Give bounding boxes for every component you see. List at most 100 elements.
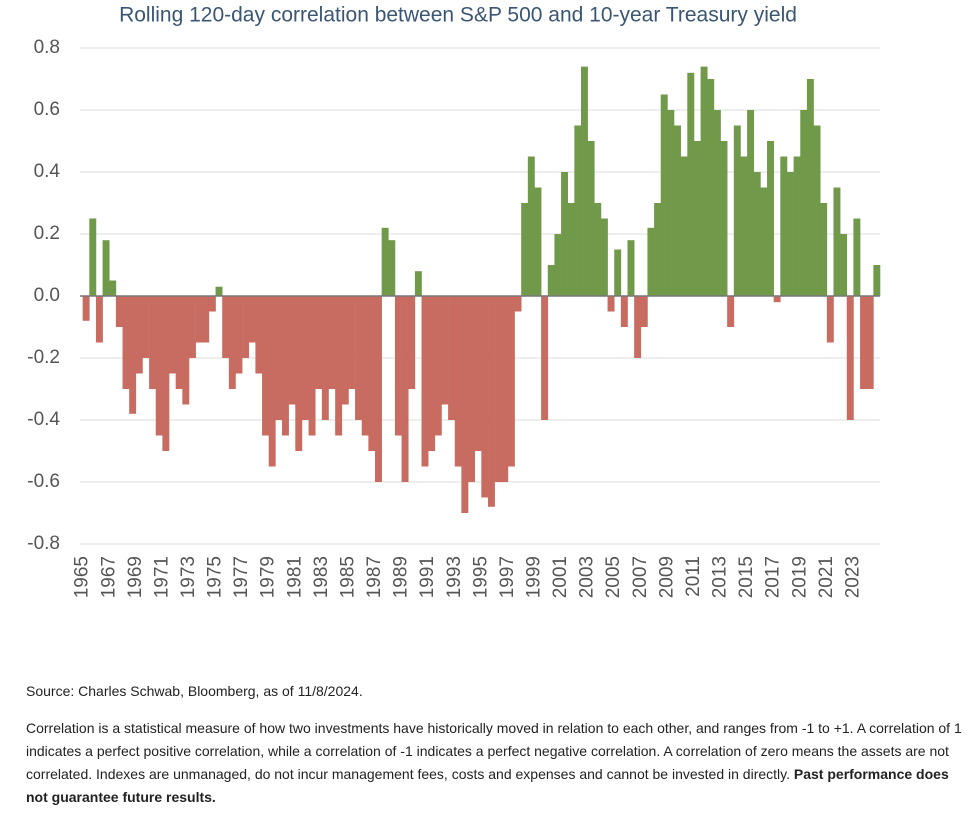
bar	[162, 296, 170, 451]
bar	[860, 296, 868, 389]
bar	[627, 240, 635, 296]
bar	[82, 296, 90, 321]
x-tick-label: 1979	[258, 556, 279, 598]
bar	[301, 296, 309, 420]
bar	[780, 156, 788, 296]
x-tick-label: 1975	[205, 556, 226, 598]
x-tick-label: 1989	[391, 556, 412, 598]
bar	[481, 296, 489, 498]
bar	[321, 296, 329, 420]
bar	[840, 234, 848, 296]
bar	[235, 296, 243, 374]
bar	[587, 141, 595, 296]
bar	[315, 296, 323, 389]
bar	[341, 296, 349, 405]
bar	[727, 296, 735, 327]
bar	[228, 296, 236, 389]
x-tick-label: 2005	[603, 556, 624, 598]
bar	[620, 296, 628, 327]
bar	[574, 125, 582, 296]
bar	[355, 296, 363, 420]
bar	[733, 125, 741, 296]
bar	[268, 296, 276, 467]
bar	[434, 296, 442, 436]
bar	[421, 296, 429, 467]
x-tick-label: 2013	[710, 556, 731, 598]
x-tick-label: 1981	[284, 556, 305, 598]
bar	[95, 296, 103, 343]
bar	[295, 296, 303, 451]
bar	[328, 296, 336, 389]
notes: Source: Charles Schwab, Bloomberg, as of…	[26, 680, 966, 823]
bar	[607, 296, 615, 312]
y-tick-label: 0.2	[34, 223, 60, 244]
bar	[275, 296, 283, 420]
bar	[169, 296, 176, 374]
chart: Rolling 120-day correlation between S&P …	[27, 4, 881, 598]
bar	[813, 125, 821, 296]
bar	[182, 296, 190, 405]
bar	[394, 296, 402, 436]
x-tick-label: 2019	[789, 556, 810, 598]
bar	[388, 240, 396, 296]
bar	[800, 110, 808, 296]
bar	[853, 218, 861, 296]
y-tick-label: -0.6	[27, 471, 60, 492]
bar	[195, 296, 203, 343]
description-paragraph: Correlation is a statistical measure of …	[26, 717, 966, 809]
bar	[248, 296, 256, 343]
y-tick-label: 0.6	[34, 99, 60, 120]
bar	[541, 296, 549, 420]
bar	[494, 296, 502, 482]
bar	[368, 296, 376, 451]
bar	[281, 296, 289, 436]
x-tick-label: 1999	[524, 556, 545, 598]
bar	[428, 296, 436, 451]
y-tick-label: -0.2	[27, 347, 60, 368]
x-tick-label: 2017	[763, 556, 784, 598]
bar	[527, 156, 535, 296]
bar	[487, 296, 495, 507]
bar	[122, 296, 130, 389]
bar	[142, 296, 150, 358]
x-tick-label: 2021	[816, 556, 837, 598]
bar	[647, 227, 655, 296]
x-tick-label: 2003	[577, 556, 598, 598]
x-tick-label: 1973	[178, 556, 199, 598]
bar	[873, 265, 881, 296]
bar	[547, 265, 555, 296]
bar	[89, 218, 97, 296]
bar	[594, 203, 602, 296]
source: Source: Charles Schwab, Bloomberg, as of…	[26, 683, 363, 699]
bar	[242, 296, 250, 358]
bar	[640, 296, 648, 327]
bar	[507, 296, 515, 467]
bar	[521, 203, 529, 296]
bar	[461, 296, 469, 513]
bar	[600, 218, 608, 296]
bar	[654, 203, 662, 296]
bar	[700, 66, 708, 296]
bar	[693, 141, 701, 296]
bar	[793, 156, 801, 296]
bar	[753, 172, 761, 296]
description: Correlation is a statistical measure of …	[26, 720, 962, 782]
bar	[441, 296, 449, 405]
bar	[102, 240, 110, 296]
bar	[135, 296, 143, 374]
disclaimer: Past performance does not guarantee futu…	[26, 766, 949, 805]
bar	[381, 227, 389, 296]
y-tick-label: 0.8	[34, 37, 60, 58]
bar	[707, 79, 715, 296]
x-tick-label: 2009	[656, 556, 677, 598]
x-tick-label: 1993	[444, 556, 465, 598]
bar	[561, 172, 569, 296]
bar	[149, 296, 157, 389]
bar	[215, 286, 223, 296]
bar	[501, 296, 509, 482]
bar	[361, 296, 369, 436]
bar	[115, 296, 123, 327]
y-tick-label: 0.4	[34, 161, 61, 182]
bar	[308, 296, 316, 436]
bar	[806, 79, 814, 296]
